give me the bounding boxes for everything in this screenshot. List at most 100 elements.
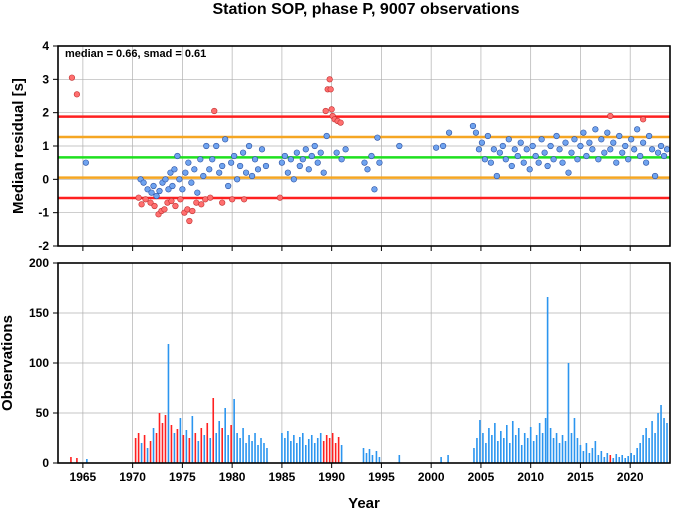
residual-point [511, 146, 518, 153]
observation-bar [645, 428, 647, 463]
residual-point [502, 156, 509, 163]
residual-point [231, 152, 238, 160]
observation-bar [514, 435, 517, 463]
x-tick-label: 2010 [517, 470, 544, 484]
observation-bar [164, 415, 167, 463]
observation-bar [224, 408, 226, 463]
observation-bar [340, 445, 343, 463]
observation-bar [517, 428, 520, 463]
residual-point [338, 156, 345, 163]
x-tick-label: 2000 [418, 470, 445, 484]
observation-bar [182, 435, 185, 463]
residual-point [523, 146, 530, 153]
residual-point [478, 139, 486, 146]
residual-point [529, 142, 536, 150]
residual-point [646, 132, 653, 140]
observations-bars [70, 297, 668, 463]
observation-bar [654, 433, 656, 463]
observation-bar [606, 453, 609, 463]
residual-point [505, 136, 512, 143]
residual-point [254, 166, 262, 173]
residual-point [216, 169, 223, 176]
observation-bar [293, 435, 295, 463]
observation-bar [618, 457, 621, 463]
y-tick-label: 4 [42, 39, 49, 53]
y-tick-label: 1 [42, 139, 49, 153]
residual-reference-lines [58, 115, 670, 200]
y-tick-label: 50 [36, 406, 50, 420]
observation-bar [179, 418, 182, 463]
residual-point [317, 149, 324, 156]
residual-panel: -2 -1 0 1 2 3 4 median = 0.66, smad = 0.61 Med… [10, 39, 671, 253]
observation-bar [76, 458, 78, 463]
residual-point [433, 144, 440, 151]
outlier-point [68, 74, 76, 81]
observation-bar [185, 430, 188, 463]
observation-bar [203, 435, 206, 463]
residual-point [185, 159, 192, 166]
residual-point [239, 149, 247, 156]
outlier-point [177, 196, 184, 203]
residual-point [245, 142, 253, 150]
residual-point [222, 136, 229, 143]
observation-bar [479, 420, 481, 463]
observation-bar [248, 435, 250, 463]
observation-bar [378, 457, 381, 463]
observation-bar [239, 438, 241, 463]
residual-point [237, 162, 244, 170]
observations-y-axis-label: Observations [0, 315, 16, 411]
observation-bar [176, 429, 179, 463]
residual-point [526, 166, 533, 173]
residual-point [499, 142, 506, 150]
residual-point [281, 152, 288, 160]
residual-point [550, 156, 557, 163]
outlier-point [73, 91, 81, 98]
residual-point [553, 132, 560, 140]
observation-bar [146, 448, 149, 463]
outlier-point [640, 116, 647, 123]
observation-bar [544, 418, 547, 463]
residual-point [191, 166, 198, 173]
residual-point [562, 139, 569, 146]
observation-bar [615, 454, 618, 463]
observation-bar [485, 443, 487, 463]
observation-bar [488, 428, 490, 463]
observation-bar [398, 455, 401, 463]
observation-bar [546, 297, 549, 463]
observation-bar [506, 425, 508, 463]
observation-bar [570, 433, 573, 463]
observation-bar [639, 443, 641, 463]
residual-point [616, 132, 623, 140]
residual-point [631, 146, 638, 153]
observation-bar [440, 457, 442, 463]
residual-point [532, 152, 539, 160]
observation-bar [591, 448, 594, 463]
observation-bar [322, 441, 325, 463]
observation-bar [86, 459, 88, 463]
residual-point [565, 169, 572, 176]
observation-bar [304, 445, 307, 463]
chart-title: Station SOP, phase P, 9007 observations [212, 1, 519, 18]
observation-bar [230, 425, 232, 463]
observation-bar [137, 433, 140, 463]
residual-point [376, 159, 383, 166]
outlier-point [172, 202, 179, 210]
residual-point [219, 162, 226, 170]
residual-point [663, 146, 671, 153]
residual-point [598, 136, 605, 143]
observation-bar [260, 438, 262, 463]
residual-point [574, 156, 581, 163]
observation-bar [497, 441, 499, 463]
residual-point [262, 162, 270, 170]
observation-bar [549, 428, 552, 463]
outlier-point [337, 119, 344, 126]
observation-bar [152, 428, 155, 463]
residual-points [68, 74, 671, 225]
residual-point [634, 126, 641, 133]
observation-bar [197, 441, 200, 463]
outlier-point [328, 106, 335, 113]
observation-bar [200, 428, 203, 463]
outlier-point [135, 194, 142, 201]
residual-point [150, 182, 157, 190]
residual-point [640, 139, 647, 146]
